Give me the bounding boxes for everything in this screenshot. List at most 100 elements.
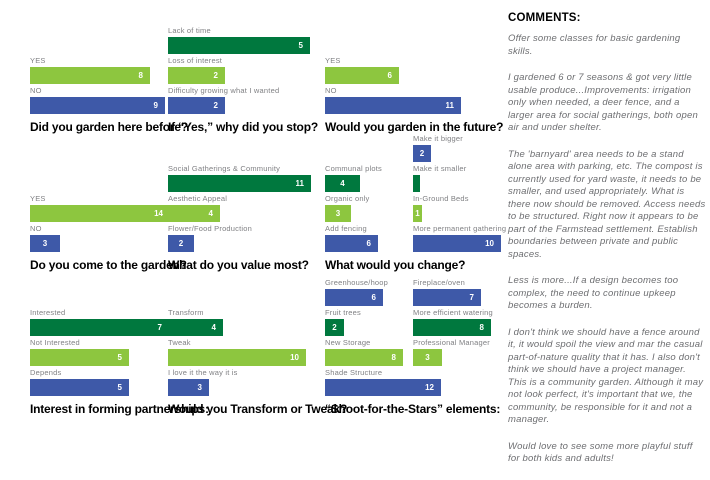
bar: 3 xyxy=(325,205,351,222)
bar-label: Flower/Food Production xyxy=(168,224,253,233)
chart-come-to-garden: YES 14 NO 3 Do you come to the garden? xyxy=(30,146,187,272)
bar-row: Difficulty growing what I wanted 2 xyxy=(168,86,279,114)
bar-label: Organic only xyxy=(325,194,370,203)
bar-label: Greenhouse/hoop xyxy=(325,278,389,287)
bar: 8 xyxy=(325,349,403,366)
bar-label: More efficient watering xyxy=(413,308,493,317)
comment-paragraph: Would love to see some more playful stuf… xyxy=(508,440,693,465)
bar-row: Interested 7 xyxy=(30,308,169,336)
chart-bars: YES 14 NO 3 xyxy=(30,194,170,254)
bar-label: Transform xyxy=(168,308,204,317)
chart-bars: Transform 4 Tweak 10 I love it the way it is… xyxy=(168,308,306,398)
bar-label: YES xyxy=(30,194,46,203)
bar: 12 xyxy=(325,379,441,396)
chart-title: Interest in forming partnerships: xyxy=(30,402,209,416)
chart-garden-in-future: YES 6 NO 11 Would you garden in the future? xyxy=(325,36,505,134)
bar-value: 6 xyxy=(387,71,392,80)
bar-label: New Storage xyxy=(325,338,371,347)
chart-bars: Social Gatherings & Community 11 Aesthetic… xyxy=(168,164,311,254)
bar-value: 7 xyxy=(469,293,474,302)
bar-label: NO xyxy=(30,224,42,233)
chart-bars: YES 6 NO 11 xyxy=(325,56,461,116)
bar-row: Professional Manager 3 xyxy=(413,338,490,366)
comments-header: COMMENTS: xyxy=(508,12,581,24)
bar: 2 xyxy=(168,235,194,252)
comments-panel: COMMENTS: Offer some classes for basic g… xyxy=(508,12,706,480)
bar-label: Loss of interest xyxy=(168,56,223,65)
comments-list: Offer some classes for basic gardening s… xyxy=(508,33,706,466)
chart-bars: Interested 7 Not Interested 5 Depends 5 xyxy=(30,308,169,398)
bar-value: 3 xyxy=(42,239,48,248)
bar-label: Fireplace/oven xyxy=(413,278,465,287)
bar-value: 5 xyxy=(117,383,122,392)
chart-did-you-garden-here-before: YES 8 NO 9 Did you garden here before? xyxy=(30,36,188,134)
bar-label: Not Interested xyxy=(30,338,80,347)
bar-row: YES 6 xyxy=(325,56,399,84)
bar: 4 xyxy=(168,319,223,336)
bar-value: 11 xyxy=(445,101,454,110)
chart-shoot-for-the-stars: Greenhouse/hoop 6 Fruit trees 2 New Storage 8… xyxy=(325,278,505,416)
bar-value: 10 xyxy=(290,353,299,362)
bar-column: Fireplace/oven 7 More efficient watering 8 P… xyxy=(413,278,501,368)
bar: 5 xyxy=(30,379,129,396)
bar-column: Interested 7 Not Interested 5 Depends 5 xyxy=(30,308,169,398)
chart-transform-or-tweak: Transform 4 Tweak 10 I love it the way it is… xyxy=(168,288,347,416)
bar-value: 8 xyxy=(479,323,484,332)
bar-value: 3 xyxy=(425,353,430,362)
bar-row: More permanent gathering 10 xyxy=(413,224,506,252)
bar-column: YES 14 NO 3 xyxy=(30,194,170,254)
bar: 5 xyxy=(30,349,129,366)
bar: 4 xyxy=(168,205,220,222)
bar: 7 xyxy=(413,289,481,306)
bar-value: 10 xyxy=(485,239,494,248)
chart-bars: Greenhouse/hoop 6 Fruit trees 2 New Storage 8… xyxy=(325,278,501,398)
bar-row: Aesthetic Appeal 4 xyxy=(168,194,227,222)
bar-value: 2 xyxy=(419,149,425,158)
bar-label: Make it smaller xyxy=(413,164,467,173)
bar-value: 4 xyxy=(208,209,213,218)
chart-title: Would you Transform or Tweak? xyxy=(168,402,348,416)
bar-label: I love it the way it is xyxy=(168,368,238,377)
bar-label: Social Gatherings & Community xyxy=(168,164,281,173)
bar-label: More permanent gathering xyxy=(413,224,507,233)
bar-value: 2 xyxy=(213,101,218,110)
bar-row: Shade Structure 12 xyxy=(325,368,441,396)
bar: 3 xyxy=(30,235,60,252)
bar-row: Fruit trees 2 xyxy=(325,308,361,336)
bar-row: Lack of time 5 xyxy=(168,26,310,54)
bar-label: In-Ground Beds xyxy=(413,194,469,203)
bar-row: NO 3 xyxy=(30,224,60,252)
bar-label: Depends xyxy=(30,368,62,377)
bar-row: New Storage 8 xyxy=(325,338,403,366)
chart-bars: Communal plots 4 Organic only 3 Add fencing 6… xyxy=(325,134,506,254)
bar: 7 xyxy=(30,319,169,336)
bar-value: 11 xyxy=(295,179,304,188)
bar-value: 4 xyxy=(340,179,345,188)
bar-value: 2 xyxy=(213,71,218,80)
bar: 9 xyxy=(30,97,165,114)
bar-row: Fireplace/oven 7 xyxy=(413,278,481,306)
bar-label: NO xyxy=(30,86,42,95)
bar: 2 xyxy=(168,67,225,84)
chart-bars: Lack of time 5 Loss of interest 2 Difficulty… xyxy=(168,26,310,116)
bar-column: Communal plots 4 Organic only 3 Add fencing 6 xyxy=(325,164,413,254)
bar-label: Professional Manager xyxy=(413,338,490,347)
chart-title: What would you change? xyxy=(325,258,466,272)
bar-row: Greenhouse/hoop 6 xyxy=(325,278,388,306)
bar-label: YES xyxy=(30,56,46,65)
comment-paragraph: I gardened 6 or 7 seasons & got very lit… xyxy=(508,72,698,133)
bar: 3 xyxy=(168,379,209,396)
bar-label: Make it bigger xyxy=(413,134,463,143)
bar-value: 12 xyxy=(425,383,434,392)
comment-paragraph: I don't think we should have a fence aro… xyxy=(508,326,704,426)
chart-title: Would you garden in the future? xyxy=(325,120,504,134)
bar: 6 xyxy=(325,289,383,306)
bar-label: YES xyxy=(325,56,341,65)
bar-value: 6 xyxy=(366,239,371,248)
bar-value: 3 xyxy=(197,383,202,392)
bar-label: Add fencing xyxy=(325,224,367,233)
bar-row: Organic only 3 xyxy=(325,194,370,222)
bar-value: 9 xyxy=(153,101,158,110)
chart-partnerships: Interested 7 Not Interested 5 Depends 5 Inter… xyxy=(30,288,209,416)
bar-row: Tweak 10 xyxy=(168,338,306,366)
